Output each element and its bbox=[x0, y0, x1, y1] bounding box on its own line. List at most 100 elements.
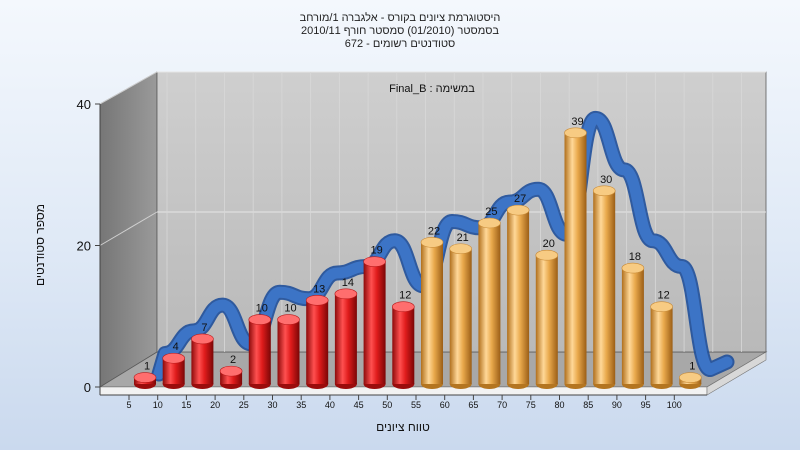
bar-body bbox=[162, 358, 185, 384]
x-tick-label: 85 bbox=[583, 400, 593, 410]
bar-60 bbox=[449, 243, 473, 389]
bar-value-label: 10 bbox=[284, 303, 296, 315]
bar-top bbox=[219, 365, 243, 377]
bar-top bbox=[277, 314, 300, 325]
bar-value-label: 4 bbox=[173, 341, 179, 353]
floor-right-edge bbox=[706, 351, 767, 396]
bar-100 bbox=[678, 372, 702, 389]
bar-15 bbox=[191, 333, 214, 389]
bar-value-label: 21 bbox=[457, 232, 469, 244]
bar-top bbox=[334, 288, 358, 300]
bar-body bbox=[277, 319, 300, 384]
bar-top bbox=[478, 217, 501, 229]
bar-value-label: 30 bbox=[600, 174, 612, 186]
bar-top bbox=[535, 249, 559, 261]
bar-top bbox=[621, 262, 645, 274]
bar-top bbox=[191, 333, 214, 345]
bar-body bbox=[507, 210, 530, 384]
bar-top bbox=[305, 294, 329, 306]
bar-body bbox=[621, 268, 644, 384]
x-tick-label: 70 bbox=[497, 400, 507, 410]
bar-20 bbox=[219, 365, 243, 389]
bar-value-label: 12 bbox=[399, 290, 411, 302]
x-axis-label: טווח ציונים bbox=[376, 420, 430, 434]
x-tick-label: 55 bbox=[411, 400, 421, 410]
chart-title-line-1: היסטוגרמת ציונים בקורס - אלגברה 1/מורחב bbox=[299, 12, 501, 24]
chart-title-line-3: סטודנטים רשומים - 672 bbox=[344, 38, 456, 50]
bar-35 bbox=[305, 294, 329, 389]
bar-value-label: 25 bbox=[485, 206, 497, 218]
bar-5 bbox=[133, 372, 157, 389]
bar-top bbox=[363, 256, 386, 267]
bar-body bbox=[363, 261, 386, 384]
bar-value-label: 39 bbox=[571, 116, 583, 128]
x-tick-label: 20 bbox=[210, 400, 220, 410]
bar-50 bbox=[391, 301, 415, 389]
x-tick-label: 100 bbox=[667, 400, 682, 410]
bar-85 bbox=[592, 185, 616, 389]
bar-80 bbox=[564, 127, 587, 389]
x-tick-label: 65 bbox=[468, 400, 478, 410]
bar-top bbox=[133, 372, 157, 383]
y-tick-label: 0 bbox=[84, 380, 91, 395]
bar-30 bbox=[277, 314, 300, 389]
bar-body bbox=[392, 306, 415, 384]
x-tick-label: 5 bbox=[126, 400, 131, 410]
x-tick-label: 35 bbox=[296, 400, 306, 410]
bar-body bbox=[449, 248, 472, 384]
bar-body bbox=[564, 132, 587, 384]
bar-top bbox=[449, 243, 473, 255]
bar-top bbox=[506, 204, 530, 216]
bar-95 bbox=[650, 301, 673, 389]
bar-body bbox=[248, 319, 271, 384]
y-axis-label: מספר סטודנטים bbox=[33, 204, 47, 286]
grid-line-side bbox=[99, 71, 158, 105]
bar-40 bbox=[334, 288, 358, 389]
grid-line-side bbox=[99, 211, 158, 246]
bar-top bbox=[391, 301, 415, 313]
x-tick-label: 10 bbox=[153, 400, 163, 410]
bar-body bbox=[478, 223, 501, 384]
bar-75 bbox=[535, 249, 559, 389]
bar-top bbox=[678, 372, 702, 383]
x-tick-label: 75 bbox=[526, 400, 536, 410]
bar-65 bbox=[478, 217, 501, 389]
x-tick-label: 60 bbox=[440, 400, 450, 410]
bar-value-label: 1 bbox=[689, 361, 695, 373]
bar-top bbox=[592, 185, 616, 197]
bar-body bbox=[191, 338, 214, 384]
bar-value-label: 27 bbox=[514, 193, 526, 205]
bar-25 bbox=[248, 314, 272, 389]
side-wall bbox=[99, 71, 158, 388]
bar-value-label: 10 bbox=[256, 303, 268, 315]
x-tick-label: 25 bbox=[239, 400, 249, 410]
bar-value-label: 20 bbox=[543, 238, 555, 250]
y-tick-label: 40 bbox=[77, 97, 91, 112]
bar-body bbox=[593, 190, 616, 384]
bar-body bbox=[421, 242, 443, 384]
bar-value-label: 19 bbox=[370, 245, 382, 257]
bar-10 bbox=[162, 352, 185, 389]
bar-body bbox=[535, 255, 558, 384]
bar-value-label: 14 bbox=[342, 277, 354, 289]
bar-top bbox=[650, 301, 673, 313]
chart-annotation: במשימה : Final_B bbox=[389, 83, 475, 95]
x-tick-label: 80 bbox=[554, 400, 564, 410]
bar-top bbox=[420, 237, 444, 248]
x-tick-label: 30 bbox=[267, 400, 277, 410]
bar-top bbox=[564, 127, 587, 139]
bar-value-label: 13 bbox=[313, 283, 325, 295]
bar-55 bbox=[420, 237, 444, 389]
bar-70 bbox=[506, 204, 530, 389]
bar-value-label: 12 bbox=[657, 290, 669, 302]
x-tick-label: 45 bbox=[354, 400, 364, 410]
bar-90 bbox=[621, 262, 645, 389]
y-tick-label: 20 bbox=[77, 239, 91, 254]
bar-body bbox=[306, 300, 329, 384]
x-tick-label: 50 bbox=[382, 400, 392, 410]
x-tick-label: 95 bbox=[641, 400, 651, 410]
bar-value-label: 22 bbox=[428, 225, 440, 237]
bar-top bbox=[162, 352, 185, 364]
